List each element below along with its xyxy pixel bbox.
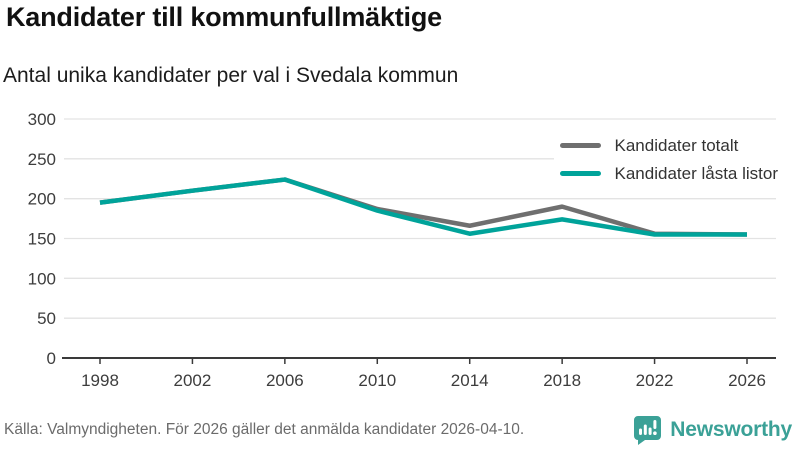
source-note: Källa: Valmyndigheten. För 2026 gäller d… — [4, 421, 525, 438]
svg-text:0: 0 — [47, 349, 56, 368]
svg-text:2006: 2006 — [266, 371, 304, 390]
svg-text:300: 300 — [28, 110, 56, 129]
chart-title: Kandidater till kommunfullmäktige — [6, 2, 442, 32]
svg-text:250: 250 — [28, 150, 56, 169]
svg-text:200: 200 — [28, 190, 56, 209]
legend-item-0: Kandidater totalt — [559, 135, 778, 156]
chart-subtitle: Antal unika kandidater per val i Svedala… — [3, 64, 459, 87]
svg-text:100: 100 — [28, 269, 56, 288]
legend-label: Kandidater totalt — [614, 135, 739, 155]
svg-text:2022: 2022 — [636, 371, 674, 390]
legend-label: Kandidater låsta listor — [614, 163, 778, 183]
newsworthy-icon — [634, 416, 662, 445]
legend-swatch — [559, 143, 601, 148]
svg-text:1998: 1998 — [81, 371, 119, 390]
svg-text:2026: 2026 — [728, 371, 766, 390]
legend-swatch — [559, 171, 601, 176]
svg-text:2014: 2014 — [451, 371, 489, 390]
svg-text:50: 50 — [37, 309, 56, 328]
svg-text:2010: 2010 — [358, 371, 396, 390]
newsworthy-wordmark: Newsworthy — [670, 418, 792, 441]
svg-text:2002: 2002 — [174, 371, 212, 390]
legend-item-1: Kandidater låsta listor — [559, 163, 778, 184]
chart-footer: Källa: Valmyndigheten. För 2026 gäller d… — [4, 415, 792, 445]
newsworthy-logo: Newsworthy — [633, 415, 792, 445]
svg-text:2018: 2018 — [543, 371, 581, 390]
svg-text:150: 150 — [28, 230, 56, 249]
chart-legend: Kandidater totalt Kandidater låsta listor — [553, 133, 782, 188]
